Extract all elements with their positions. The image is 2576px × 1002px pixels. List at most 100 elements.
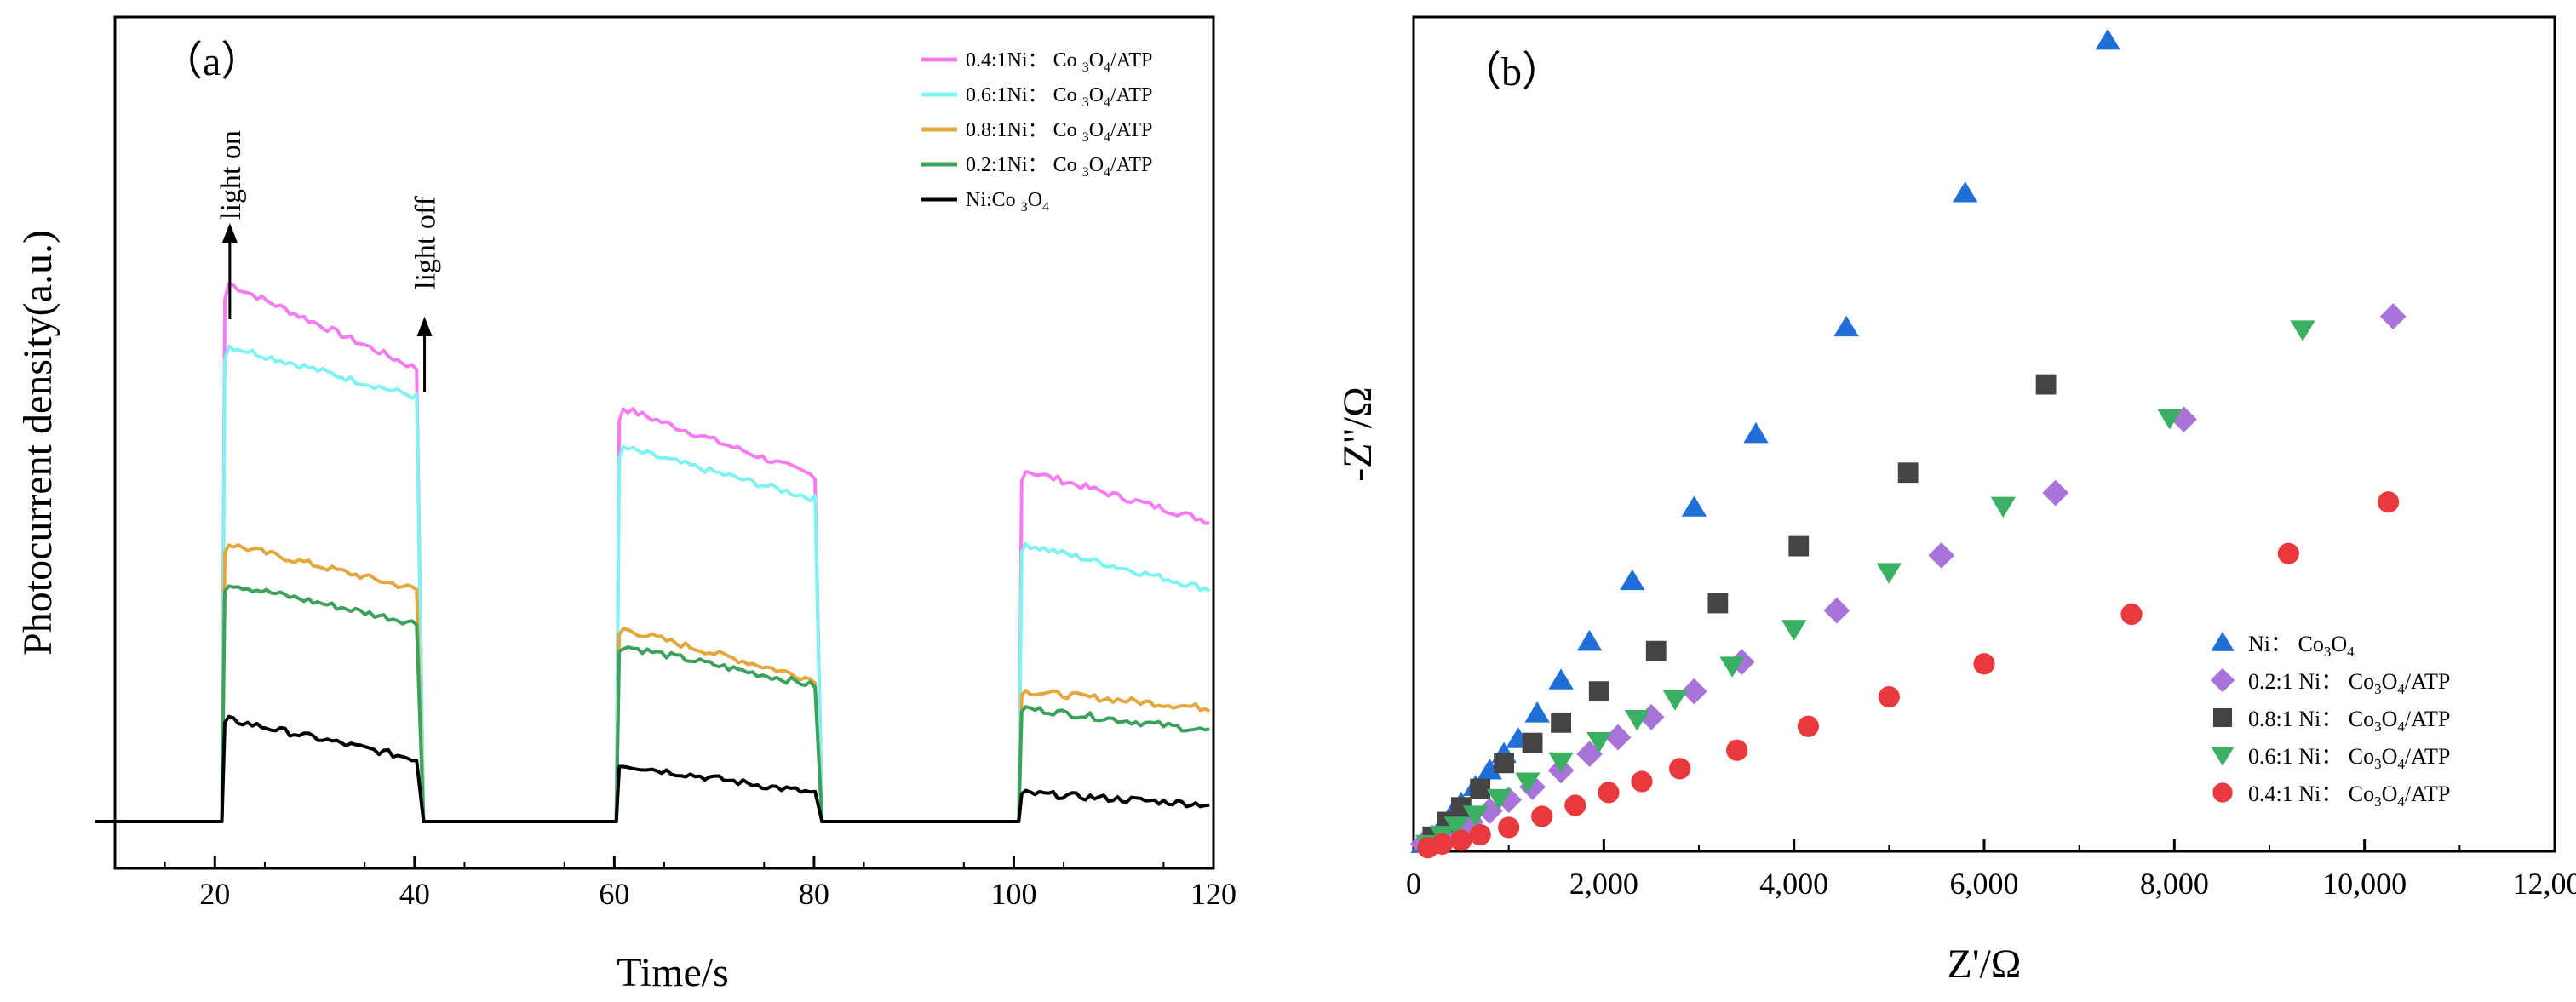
panel-a-x-axis-label: Time/s <box>617 950 729 995</box>
panel-b-data-point <box>1728 649 1755 676</box>
panel-b-data-point <box>1897 462 1919 484</box>
panel-b-data-point <box>1624 710 1650 731</box>
legend-text: 0.8:1Ni： Co <box>966 119 1082 141</box>
panel-b-data-point <box>2277 542 2299 564</box>
panel-b-data-point <box>1952 181 1978 203</box>
panel-a-series-line <box>95 344 1211 823</box>
legend-text: O <box>2382 782 2398 806</box>
panel-b-data-point <box>1494 753 1514 774</box>
panel-b-y-axis-label: -Z''/Ω <box>1335 386 1380 482</box>
legend-text: /ATP <box>2405 707 2450 731</box>
panel-a-x-tick-label: 20 <box>199 877 230 911</box>
panel-b-data-point <box>2379 303 2407 330</box>
panel-b-x-tick-label: 10,000 <box>2322 867 2407 901</box>
panel-b-series-group <box>1417 491 2400 859</box>
panel-b-data-point <box>1598 782 1620 804</box>
legend-subscript: 3 <box>1082 95 1089 110</box>
panel-b-data-point <box>1990 496 2017 518</box>
panel-b-x-tick-label: 2,000 <box>1569 867 1638 901</box>
panel-b-data-point <box>1878 686 1900 708</box>
panel-b-data-point <box>1450 829 1472 851</box>
legend-subscript: 3 <box>2374 681 2382 697</box>
legend-text: 0.6:1Ni： Co <box>966 84 1082 106</box>
legend-subscript: 4 <box>2397 756 2405 772</box>
legend-text: O <box>1089 49 1104 72</box>
legend-text: Ni:Co <box>966 189 1021 211</box>
legend-subscript: 4 <box>2397 793 2405 810</box>
panel-a-x-tick-label: 40 <box>399 877 430 911</box>
legend-subscript: 3 <box>1082 130 1089 145</box>
legend-subscript: 4 <box>2397 719 2405 735</box>
panel-b-series <box>1409 28 2407 859</box>
panel-a-legend-label: 0.2:1Ni： Co 3O4/ATP <box>966 154 1152 180</box>
panel-b-data-point <box>2120 603 2143 626</box>
panel-b-data-point <box>1823 597 1850 624</box>
panel-b-x-tick-label: 4,000 <box>1759 867 1828 901</box>
legend-subscript: 3 <box>1021 200 1028 215</box>
panel-b-data-point <box>1681 678 1707 705</box>
panel-b-data-point <box>1551 712 1571 733</box>
panel-a-annotations: light on light off <box>215 130 442 392</box>
light-off-label: light off <box>410 195 442 289</box>
panel-b-data-point <box>1586 731 1612 753</box>
legend-text: 0.2:1Ni： Co <box>966 154 1082 176</box>
panel-b-data-point <box>1681 495 1707 517</box>
panel-b-nyquist-chart: （b） 0 2,000 4,000 6,000 8,000 10,000 12,000 Ni… <box>1335 15 2576 987</box>
panel-b-data-point <box>1833 315 1859 337</box>
light-on-label: light on <box>215 130 247 220</box>
panel-a-x-tick-label: 100 <box>990 877 1036 911</box>
panel-a-plot-frame <box>113 15 1215 870</box>
panel-b-data-point <box>1631 770 1653 793</box>
panel-b-data-point <box>1524 701 1550 723</box>
legend-text: 0.6:1 Ni： Co <box>2248 744 2374 769</box>
panel-b-data-point <box>1515 772 1540 793</box>
panel-a-series <box>95 282 1211 823</box>
panel-a-legend-label: 0.6:1Ni： Co 3O4/ATP <box>966 84 1152 110</box>
panel-b-legend-marker <box>2211 632 2235 651</box>
panel-a-legend-label: 0.4:1Ni： Co 3O4/ATP <box>966 49 1152 75</box>
legend-subscript: 3 <box>1082 60 1089 75</box>
panel-b-legend-marker <box>2212 707 2233 728</box>
panel-b-data-point <box>1548 752 1574 774</box>
panel-a-series-line <box>95 543 1211 823</box>
panel-b-data-point <box>1564 794 1586 816</box>
legend-text: /ATP <box>2405 669 2450 694</box>
panel-b-data-point <box>2095 28 2120 50</box>
panel-a-label: （a） <box>162 39 261 84</box>
legend-text: O <box>1089 119 1104 141</box>
panel-b-data-point <box>1788 535 1810 557</box>
legend-subscript: 3 <box>2374 756 2382 772</box>
panel-b-data-point <box>1726 739 1748 761</box>
panel-b-legend-label: 0.6:1 Ni： Co3O4/ATP <box>2248 744 2450 772</box>
panel-b-data-point <box>1576 629 1603 651</box>
legend-text: O <box>2382 707 2398 731</box>
panel-a-x-tick-label: 60 <box>599 877 629 911</box>
panel-a-legend-label: Ni:Co 3O4 <box>966 189 1049 215</box>
panel-a-x-ticks: 20 40 60 80 100 120 <box>164 856 1236 911</box>
panel-b-legend-label: 0.4:1 Ni： Co3O4/ATP <box>2248 782 2450 810</box>
legend-text: /ATP <box>1110 119 1152 141</box>
panel-b-x-ticks: 0 2,000 4,000 6,000 8,000 10,000 12,000 <box>1406 839 2576 901</box>
panel-b-data-point <box>1797 715 1820 737</box>
panel-b-data-point <box>1669 758 1691 780</box>
legend-text: /ATP <box>1110 154 1152 176</box>
panel-b-data-point <box>1548 668 1574 690</box>
panel-b-data-point <box>1522 732 1543 753</box>
panel-b-series-group <box>1415 320 2315 856</box>
panel-b-data-point <box>1450 797 1472 818</box>
panel-b-data-point <box>1719 656 1745 678</box>
legend-text: Ni： Co <box>2248 632 2324 656</box>
legend-subscript: 4 <box>1104 95 1110 110</box>
panel-b-data-point <box>1519 774 1546 800</box>
legend-text: 0.4:1Ni： Co <box>966 49 1082 72</box>
panel-b-legend-label: 0.2:1 Ni： Co3O4/ATP <box>2248 669 2450 697</box>
legend-text: O <box>1028 189 1042 211</box>
panel-a-x-tick-label: 80 <box>799 877 829 911</box>
panel-a-series-line <box>95 584 1210 823</box>
legend-subscript: 4 <box>2347 644 2355 660</box>
panel-b-data-point <box>1486 788 1512 810</box>
panel-b-series-group <box>1409 303 2407 857</box>
panel-b-legend-label: Ni： Co3O4 <box>2248 632 2355 660</box>
panel-b-x-tick-label: 8,000 <box>2140 867 2209 901</box>
